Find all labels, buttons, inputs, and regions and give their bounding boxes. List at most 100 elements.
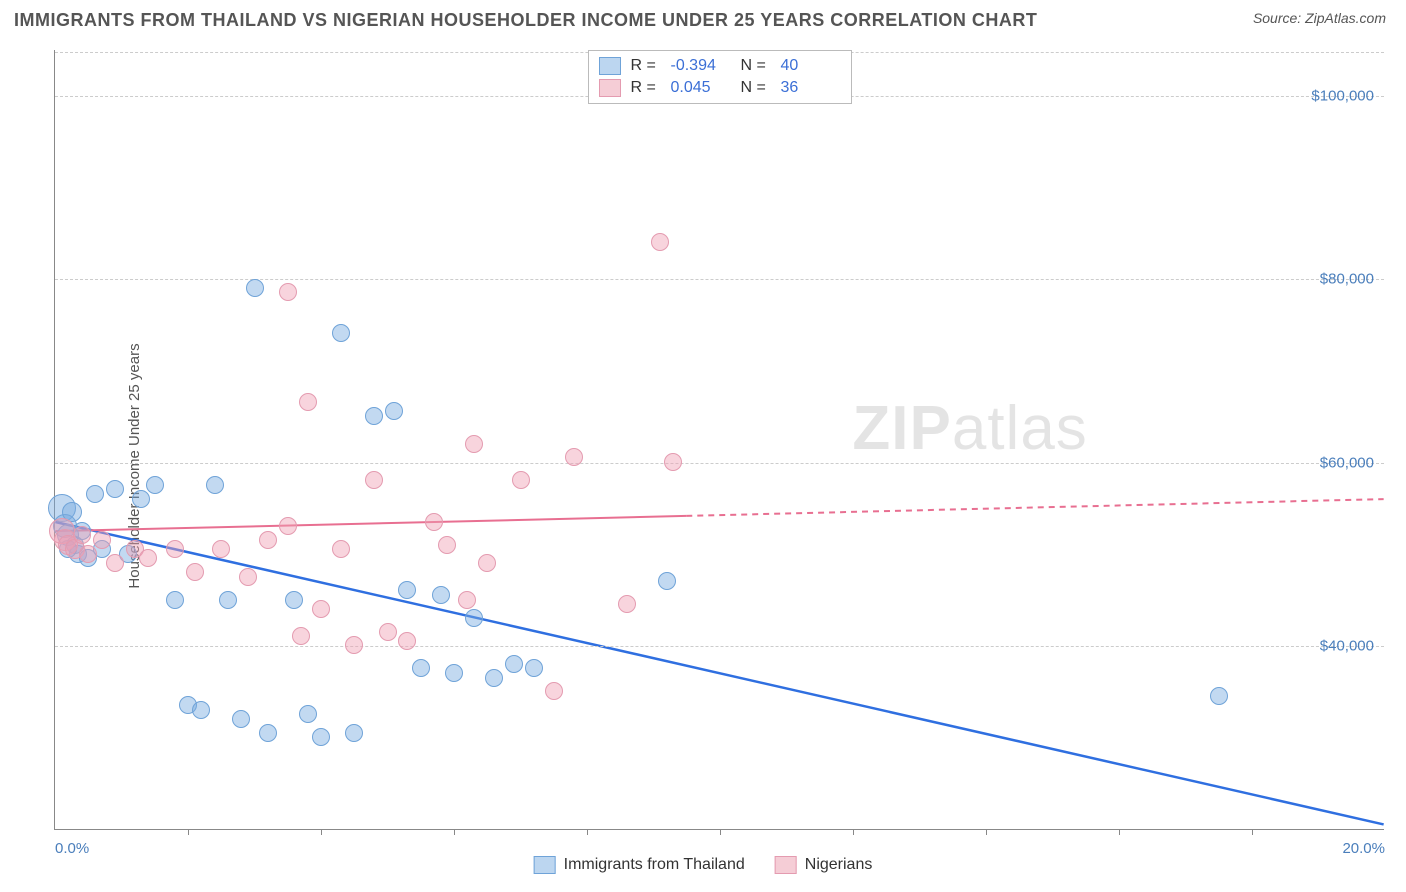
x-tick: [188, 829, 189, 835]
legend-label: Nigerians: [805, 856, 873, 874]
data-point: [219, 591, 237, 609]
legend-item: Nigerians: [775, 856, 873, 874]
series-legend: Immigrants from Thailand Nigerians: [534, 856, 873, 874]
y-tick-label: $80,000: [1320, 271, 1374, 288]
data-point: [398, 632, 416, 650]
legend-item: Immigrants from Thailand: [534, 856, 745, 874]
data-point: [412, 659, 430, 677]
data-point: [345, 636, 363, 654]
data-point: [312, 600, 330, 618]
data-point: [139, 549, 157, 567]
data-point: [485, 669, 503, 687]
legend-swatch: [775, 856, 797, 874]
legend-row: R = -0.394 N = 40: [599, 55, 841, 77]
legend-row: R = 0.045 N = 36: [599, 77, 841, 99]
data-point: [146, 476, 164, 494]
data-point: [186, 563, 204, 581]
data-point: [212, 540, 230, 558]
legend-swatch: [599, 57, 621, 75]
data-point: [385, 402, 403, 420]
legend-swatch: [599, 79, 621, 97]
x-tick: [1252, 829, 1253, 835]
x-tick: [720, 829, 721, 835]
data-point: [525, 659, 543, 677]
data-point: [206, 476, 224, 494]
r-label: R =: [631, 57, 661, 75]
data-point: [465, 435, 483, 453]
data-point: [332, 540, 350, 558]
data-point: [445, 664, 463, 682]
data-point: [438, 536, 456, 554]
data-point: [1210, 687, 1228, 705]
x-tick: [853, 829, 854, 835]
y-tick-label: $100,000: [1311, 87, 1374, 104]
data-point: [106, 480, 124, 498]
x-tick: [321, 829, 322, 835]
data-point: [132, 490, 150, 508]
data-point: [465, 609, 483, 627]
data-point: [73, 526, 91, 544]
y-tick-label: $60,000: [1320, 454, 1374, 471]
r-value: 0.045: [671, 79, 731, 97]
data-point: [545, 682, 563, 700]
data-point: [239, 568, 257, 586]
data-point: [299, 393, 317, 411]
data-point: [432, 586, 450, 604]
data-point: [618, 595, 636, 613]
data-point: [279, 517, 297, 535]
data-point: [398, 581, 416, 599]
source-attribution: Source: ZipAtlas.com: [1253, 10, 1386, 26]
x-tick: [986, 829, 987, 835]
data-point: [478, 554, 496, 572]
gridline: [55, 463, 1384, 464]
n-value: 40: [781, 57, 841, 75]
source-link[interactable]: ZipAtlas.com: [1305, 10, 1386, 26]
data-point: [365, 471, 383, 489]
x-tick: [587, 829, 588, 835]
data-point: [106, 554, 124, 572]
x-tick: [1119, 829, 1120, 835]
data-point: [345, 724, 363, 742]
legend-swatch: [534, 856, 556, 874]
data-point: [505, 655, 523, 673]
r-label: R =: [631, 79, 661, 97]
data-point: [379, 623, 397, 641]
data-point: [651, 233, 669, 251]
data-point: [259, 531, 277, 549]
data-point: [192, 701, 210, 719]
data-point: [332, 324, 350, 342]
n-label: N =: [741, 57, 771, 75]
data-point: [259, 724, 277, 742]
x-tick: [454, 829, 455, 835]
data-point: [285, 591, 303, 609]
x-tick-label: 20.0%: [1342, 840, 1385, 857]
chart-title: IMMIGRANTS FROM THAILAND VS NIGERIAN HOU…: [14, 10, 1037, 31]
data-point: [312, 728, 330, 746]
correlation-legend: R = -0.394 N = 40 R = 0.045 N = 36: [588, 50, 852, 104]
data-point: [512, 471, 530, 489]
plot-area: R =-0.394N =40R =0.045N =36 ZIPatlas $40…: [54, 50, 1384, 830]
data-point: [79, 545, 97, 563]
watermark: ZIPatlas: [852, 393, 1087, 464]
data-point: [365, 407, 383, 425]
data-point: [93, 531, 111, 549]
data-point: [658, 572, 676, 590]
data-point: [232, 710, 250, 728]
data-point: [664, 453, 682, 471]
data-point: [292, 627, 310, 645]
data-point: [86, 485, 104, 503]
n-value: 36: [781, 79, 841, 97]
n-label: N =: [741, 79, 771, 97]
data-point: [299, 705, 317, 723]
x-tick-label: 0.0%: [55, 840, 89, 857]
source-label: Source:: [1253, 10, 1301, 26]
trend-lines: [55, 50, 1384, 829]
data-point: [166, 540, 184, 558]
data-point: [166, 591, 184, 609]
data-point: [565, 448, 583, 466]
r-value: -0.394: [671, 57, 731, 75]
data-point: [279, 283, 297, 301]
data-point: [458, 591, 476, 609]
data-point: [246, 279, 264, 297]
gridline: [55, 646, 1384, 647]
